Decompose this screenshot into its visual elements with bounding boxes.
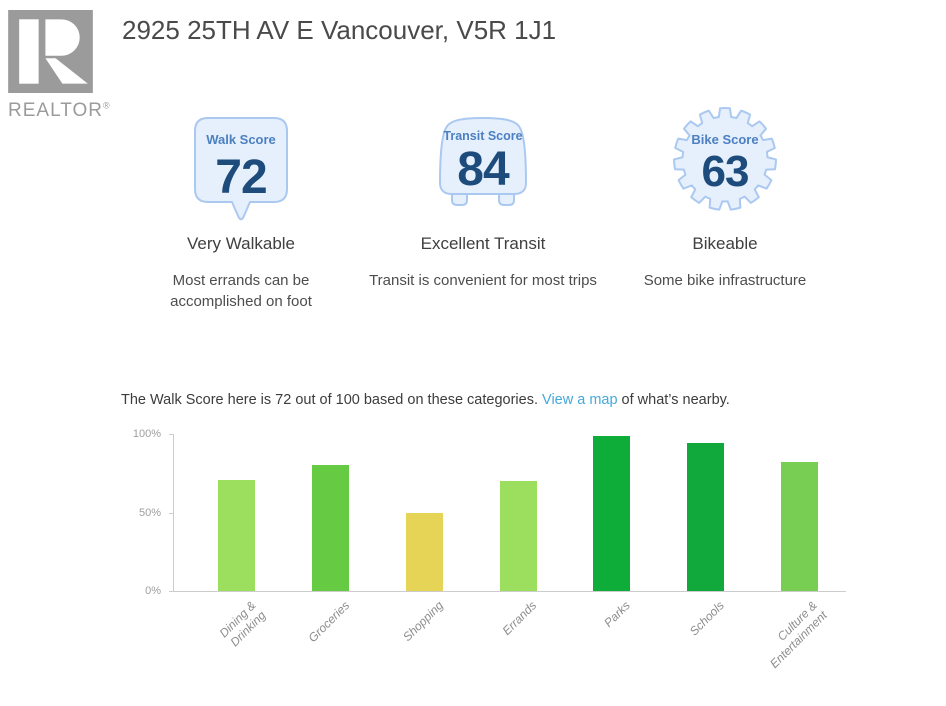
bike-score-label: Bike Score bbox=[691, 132, 758, 147]
chart-bar-5[interactable] bbox=[593, 435, 631, 591]
chart-bar-group: Schools bbox=[659, 434, 753, 638]
bike-score-value: 63 bbox=[702, 147, 749, 196]
walk-score-badge[interactable]: Walk Score 72 bbox=[194, 117, 288, 225]
realtor-logo[interactable]: REALTOR® bbox=[8, 10, 120, 122]
transit-score-value: 84 bbox=[457, 143, 510, 196]
bike-score-column: Bike Score 63 Bikeable Some bike infrast… bbox=[604, 105, 846, 312]
scores-row: Walk Score 72 Very Walkable Most errands… bbox=[120, 105, 846, 312]
transit-score-column: Transit Score 84 Excellent Transit Trans… bbox=[362, 105, 604, 312]
chart-bar-group: Errands bbox=[471, 434, 565, 638]
bike-score-description: Some bike infrastructure bbox=[643, 272, 807, 289]
transit-score-heading: Excellent Transit bbox=[420, 234, 546, 253]
bus-front-icon bbox=[439, 117, 527, 195]
x-axis-label: Shopping bbox=[399, 598, 446, 645]
x-axis-label: Errands bbox=[499, 598, 540, 638]
chart-bar-7[interactable] bbox=[780, 462, 818, 591]
y-axis-tick-label: 100% bbox=[132, 428, 161, 440]
y-axis-tick-label: 0% bbox=[145, 585, 161, 597]
gear-icon bbox=[673, 107, 777, 211]
caption-prefix: The Walk Score here is 72 out of 100 bas… bbox=[121, 392, 543, 408]
realtor-wordmark: REALTOR® bbox=[8, 100, 111, 121]
y-axis-tick-mark bbox=[169, 512, 173, 514]
transit-score-badge[interactable]: Transit Score 84 bbox=[433, 109, 533, 208]
x-axis-label: Schools bbox=[686, 598, 727, 639]
bike-score-heading: Bikeable bbox=[692, 234, 758, 253]
speech-bubble-icon bbox=[194, 117, 288, 221]
bike-badge-area: Bike Score 63 bbox=[604, 105, 846, 231]
transit-score-description: Transit is convenient for most trips bbox=[369, 272, 597, 289]
x-axis-label: Culture & Entertainment bbox=[767, 598, 831, 671]
y-axis: 100% 50% 0% bbox=[0, 428, 173, 597]
chart-bar-3[interactable] bbox=[405, 512, 443, 591]
y-axis-tick-mark bbox=[169, 434, 173, 435]
realtor-r-icon bbox=[8, 10, 93, 93]
walk-score-column: Walk Score 72 Very Walkable Most errands… bbox=[120, 105, 362, 312]
caption-suffix: of what’s nearby. bbox=[617, 392, 730, 408]
chart-plot: Dining & Drinking Groceries Shopping Errand… bbox=[173, 434, 846, 671]
page-title: 2925 25TH AV E Vancouver, V5R 1J1 bbox=[122, 15, 557, 45]
y-axis-tick-label: 50% bbox=[138, 506, 161, 519]
chart-bar-group: Parks bbox=[565, 434, 659, 630]
bike-score-badge[interactable]: Bike Score 63 bbox=[672, 106, 778, 212]
chart-bar-4[interactable] bbox=[499, 481, 537, 591]
walk-score-description: Most errands can be accomplished on foot bbox=[170, 272, 312, 310]
x-axis-label: Groceries bbox=[305, 598, 352, 645]
chart-bar-group: Shopping bbox=[377, 434, 471, 644]
chart-caption: The Walk Score here is 72 out of 100 bas… bbox=[121, 392, 730, 408]
registered-mark: ® bbox=[103, 100, 111, 111]
transit-badge-area: Transit Score 84 bbox=[362, 105, 604, 231]
walk-score-label: Walk Score bbox=[206, 132, 276, 147]
chart-bar-group: Groceries bbox=[284, 434, 378, 645]
x-axis-label: Parks bbox=[601, 598, 633, 630]
walk-score-value: 72 bbox=[215, 151, 266, 204]
y-axis-tick-mark bbox=[169, 591, 173, 592]
chart-bar-group: Dining & Drinking bbox=[190, 434, 284, 649]
chart-bar-group: Culture & Entertainment bbox=[752, 434, 846, 671]
category-bar-chart: 100% 50% 0% Dining & Drinking Groceries Shop… bbox=[0, 428, 946, 704]
walk-badge-area: Walk Score 72 bbox=[120, 105, 362, 231]
x-axis-label: Dining & Drinking bbox=[216, 598, 268, 650]
view-map-link[interactable]: View a map bbox=[542, 392, 618, 408]
chart-bar-6[interactable] bbox=[686, 443, 724, 591]
chart-bar-1[interactable] bbox=[218, 479, 256, 591]
chart-bar-2[interactable] bbox=[312, 465, 350, 591]
transit-score-label: Transit Score bbox=[443, 129, 522, 143]
walk-score-heading: Very Walkable bbox=[186, 234, 296, 253]
